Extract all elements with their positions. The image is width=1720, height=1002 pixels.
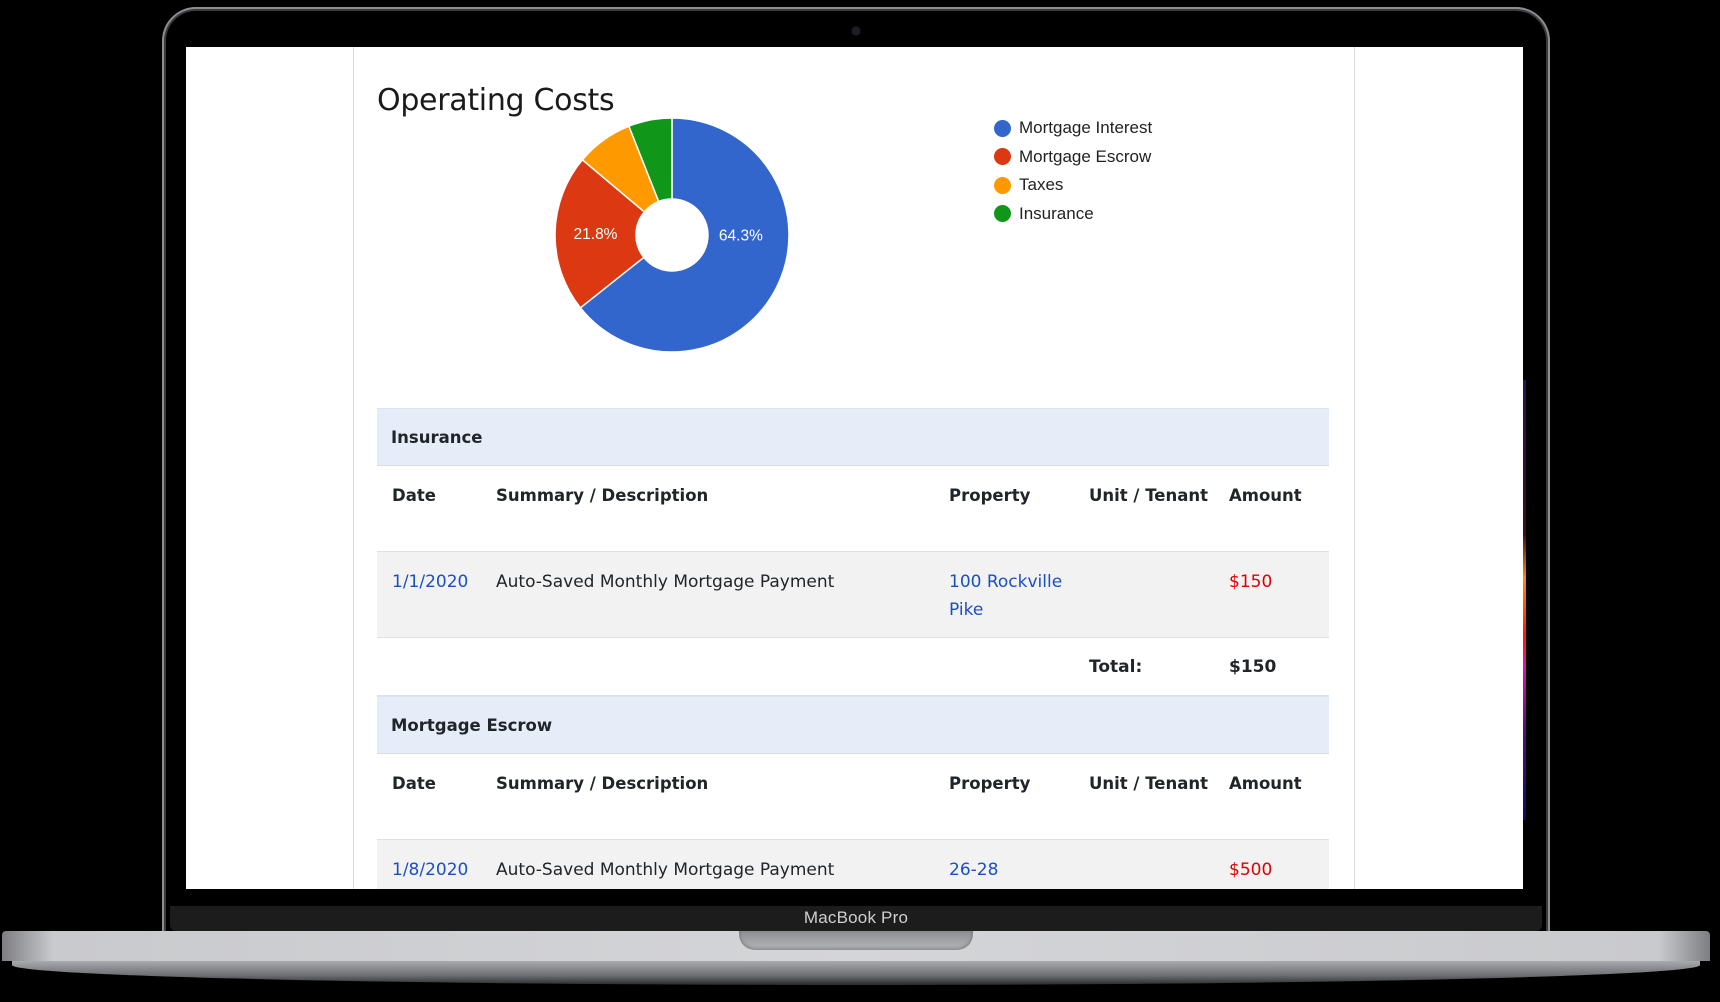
wallpaper-edge bbox=[1523, 380, 1526, 820]
amount: $500 bbox=[1229, 860, 1273, 880]
camera-icon bbox=[852, 27, 860, 35]
property-link[interactable]: 100 Rockville Pike bbox=[949, 572, 1063, 620]
col-amount: Amount bbox=[1229, 774, 1302, 793]
col-property: Property bbox=[949, 486, 1031, 505]
section-header: Insurance bbox=[377, 408, 1329, 466]
col-unit-tenant: Unit / Tenant bbox=[1089, 774, 1208, 793]
amount: $150 bbox=[1229, 572, 1273, 592]
insurance-table: Insurance Date Summary / Description Pro… bbox=[377, 408, 1329, 696]
label-mortgage-interest: 64.3% bbox=[719, 227, 763, 244]
col-amount: Amount bbox=[1229, 486, 1302, 505]
legend-label: Taxes bbox=[1019, 175, 1064, 195]
legend-dot-icon bbox=[994, 119, 1011, 137]
unit-tenant bbox=[1074, 552, 1214, 637]
laptop-chin: MacBook Pro bbox=[170, 906, 1542, 931]
table-header-row: Date Summary / Description Property Unit… bbox=[377, 466, 1329, 552]
legend-item-mortgage-interest[interactable]: Mortgage Interest bbox=[994, 114, 1152, 143]
laptop-notch bbox=[739, 931, 973, 950]
slice-mortgage-interest[interactable] bbox=[579, 117, 790, 353]
slice-insurance[interactable] bbox=[627, 117, 673, 203]
legend-dot-icon bbox=[994, 205, 1011, 223]
col-date: Date bbox=[392, 486, 436, 505]
description: Auto-Saved Monthly Mortgage Payment bbox=[496, 860, 835, 880]
total-label: Total: bbox=[1089, 656, 1143, 677]
laptop-base-lower bbox=[12, 961, 1700, 985]
operating-costs-pie-chart: 64.3% 21.8% bbox=[554, 117, 790, 353]
property-link[interactable]: 26-28 bbox=[949, 860, 999, 880]
label-mortgage-escrow: 21.8% bbox=[574, 226, 618, 243]
legend-label: Insurance bbox=[1019, 203, 1094, 223]
legend-item-taxes[interactable]: Taxes bbox=[994, 171, 1152, 200]
slice-mortgage-escrow[interactable] bbox=[554, 158, 646, 309]
legend-label: Mortgage Escrow bbox=[1019, 146, 1152, 166]
mortgage-escrow-table: Mortgage Escrow Date Summary / Descripti… bbox=[377, 696, 1329, 889]
col-property: Property bbox=[949, 774, 1031, 793]
description: Auto-Saved Monthly Mortgage Payment bbox=[496, 572, 835, 592]
legend-dot-icon bbox=[994, 176, 1011, 194]
legend-label: Mortgage Interest bbox=[1019, 118, 1153, 138]
col-description: Summary / Description bbox=[496, 774, 709, 793]
col-date: Date bbox=[392, 774, 436, 793]
page-title: Operating Costs bbox=[377, 83, 615, 119]
legend-item-mortgage-escrow[interactable]: Mortgage Escrow bbox=[994, 143, 1152, 172]
unit-tenant bbox=[1074, 840, 1214, 889]
section-header: Mortgage Escrow bbox=[377, 696, 1329, 754]
legend-item-insurance[interactable]: Insurance bbox=[994, 200, 1152, 229]
content-column bbox=[353, 47, 1355, 889]
total-row: Total: $150 bbox=[377, 638, 1329, 696]
date-link[interactable]: 1/1/2020 bbox=[392, 572, 469, 592]
table-row: 1/1/2020 Auto-Saved Monthly Mortgage Pay… bbox=[377, 552, 1329, 638]
date-link[interactable]: 1/8/2020 bbox=[392, 860, 469, 880]
col-description: Summary / Description bbox=[496, 486, 709, 505]
table-header-row: Date Summary / Description Property Unit… bbox=[377, 754, 1329, 840]
total-amount: $150 bbox=[1229, 656, 1277, 677]
chart-legend: Mortgage Interest Mortgage Escrow Taxes … bbox=[994, 114, 1152, 228]
col-unit-tenant: Unit / Tenant bbox=[1089, 486, 1208, 505]
table-row: 1/8/2020 Auto-Saved Monthly Mortgage Pay… bbox=[377, 840, 1329, 889]
brand-label: MacBook Pro bbox=[803, 908, 909, 927]
screen: Operating Costs 64.3% 21.8% Mortgage Int… bbox=[186, 47, 1523, 889]
legend-dot-icon bbox=[994, 148, 1011, 166]
